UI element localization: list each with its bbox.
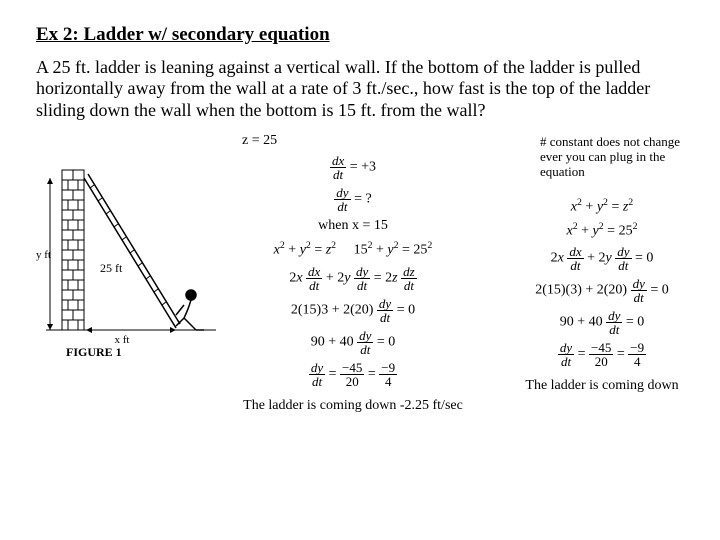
eq-deriv: 2x dxdt + 2y dydt = 2z dzdt (234, 265, 472, 292)
ladder-len-label: 25 ft (100, 261, 123, 275)
r-ans: dydt = −4520 = −94 (490, 341, 714, 368)
side-note: # constant does not change ever you can … (540, 135, 690, 180)
eq-step1: 90 + 40 dydt = 0 (234, 329, 472, 356)
eq-dy: dydt = ? (234, 186, 472, 213)
figure-column: y ft x ft 25 ft FIGURE 1 (36, 128, 224, 360)
r-eq5: 90 + 40 dydt = 0 (490, 309, 714, 336)
mid-equations: z = 25 dxdt = +3 dydt = ? when x = 15 x2… (234, 133, 472, 388)
eq-pythag: x2 + y2 = z2 152 + y2 = 252 (234, 240, 472, 259)
r-eq3: 2x dxdt + 2y dydt = 0 (490, 245, 714, 272)
eq-ans: dydt = −4520 = −94 (234, 361, 472, 388)
r-eq4: 2(15)(3) + 2(20) dydt = 0 (490, 277, 714, 304)
eq-dx: dxdt = +3 (234, 154, 472, 181)
right-equations: x2 + y2 = z2 x2 + y2 = 252 2x dxdt + 2y … (490, 197, 714, 369)
y-label: y ft (36, 249, 51, 261)
problem-statement: A 25 ft. ladder is leaning against a ver… (36, 57, 684, 122)
ladder-diagram: y ft x ft 25 ft FIGURE 1 (36, 150, 224, 360)
figure-caption: FIGURE 1 (66, 345, 122, 359)
eq-when: when x = 15 (234, 218, 472, 235)
eq-z: z = 25 (234, 133, 472, 150)
r-eq2: x2 + y2 = 252 (490, 221, 714, 240)
middle-column: z = 25 dxdt = +3 dydt = ? when x = 15 x2… (234, 128, 472, 415)
title: Ex 2: Ladder w/ secondary equation (36, 24, 684, 47)
problem-text: A 25 ft. ladder is leaning against a ver… (36, 57, 650, 120)
mid-caption: The ladder is coming down -2.25 ft/sec (234, 398, 472, 415)
r-eq1: x2 + y2 = z2 (490, 197, 714, 216)
eq-sub: 2(15)3 + 2(20) dydt = 0 (234, 297, 472, 324)
right-caption: The ladder is coming down (490, 378, 714, 395)
